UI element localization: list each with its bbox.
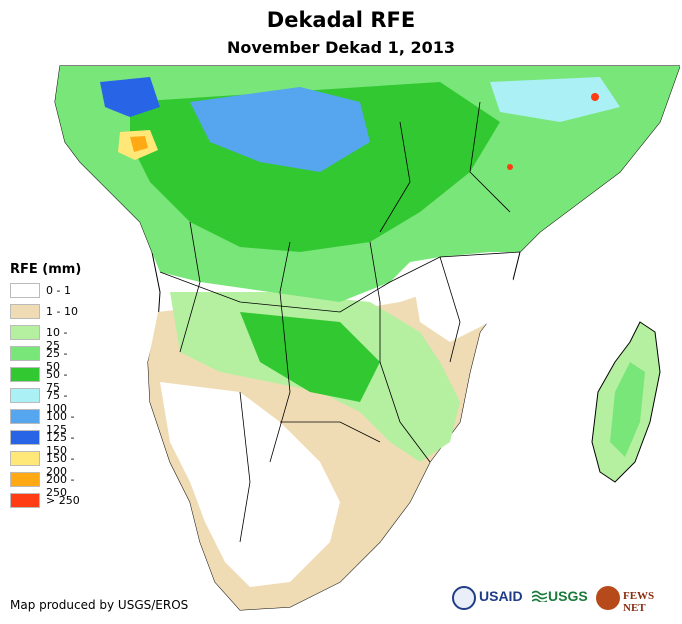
credit-text: Map produced by USGS/EROS <box>10 598 189 612</box>
usaid-seal-icon <box>452 586 476 610</box>
legend-label: 1 - 10 <box>46 305 78 318</box>
zone-125-150 <box>100 77 160 117</box>
country-borders <box>159 101 521 543</box>
legend-swatch <box>10 388 40 403</box>
legend-swatch <box>10 409 40 424</box>
legend-label: 200 - 250 <box>46 473 75 499</box>
legend-item: 1 - 10 <box>10 304 81 325</box>
map-title: Dekadal RFE <box>266 8 416 32</box>
legend-swatch <box>10 367 40 382</box>
fews-net-wordmark: FEWS NET <box>623 590 655 614</box>
legend-item: 100 - 125 <box>10 409 81 436</box>
fews-net-globe-icon <box>596 586 620 610</box>
legend-items: 0 - 1 1 - 10 10 - 25 25 - 50 50 - 75 75 - 100… <box>10 283 81 514</box>
zone-gt-250 <box>591 93 599 101</box>
legend-label: 125 - 150 <box>46 431 75 457</box>
legend-swatch <box>10 430 40 445</box>
legend-item: 0 - 1 <box>10 283 81 304</box>
fews-net-logo: FEWS NET <box>596 582 674 616</box>
legend-swatch <box>10 472 40 487</box>
zone-gt-250-b <box>507 164 513 170</box>
legend-label: 100 - 125 <box>46 410 75 436</box>
legend-label: 50 - 75 <box>46 368 68 394</box>
legend-item: 50 - 75 <box>10 367 81 394</box>
map-subtitle: November Dekad 1, 2013 <box>226 38 455 57</box>
usgs-wordmark: USGS <box>548 588 588 604</box>
legend-swatch <box>10 325 40 340</box>
zone-200-250 <box>130 136 148 152</box>
legend-label: > 250 <box>46 494 80 507</box>
zone-75-100 <box>490 77 620 122</box>
rainfall-map <box>54 65 680 611</box>
legend-swatch <box>10 304 40 319</box>
madagascar-core <box>610 362 645 457</box>
legend-swatch <box>10 451 40 466</box>
legend-item: 25 - 50 <box>10 346 81 373</box>
zone-100-125 <box>190 87 370 172</box>
zone-50-75-south <box>240 312 380 402</box>
legend-title: RFE (mm) <box>10 262 82 277</box>
zone-0-1-east <box>410 257 520 342</box>
zone-0-1 <box>160 382 340 587</box>
legend: RFE (mm) 0 - 1 1 - 10 10 - 25 25 - 50 50 - 7… <box>10 262 81 514</box>
legend-swatch <box>10 283 40 298</box>
usgs-wave-icon <box>532 590 547 602</box>
usaid-wordmark: USAID <box>479 588 523 604</box>
legend-item: 10 - 25 <box>10 325 81 352</box>
legend-label: 0 - 1 <box>46 284 71 297</box>
legend-item: > 250 <box>10 493 81 514</box>
legend-label: 75 - 100 <box>46 389 68 415</box>
legend-label: 10 - 25 <box>46 326 68 352</box>
usgs-logo: USGS <box>532 582 592 616</box>
legend-item: 200 - 250 <box>10 472 81 499</box>
legend-item: 125 - 150 <box>10 430 81 457</box>
legend-item: 75 - 100 <box>10 388 81 415</box>
logo-strip: USAID USGS FEWS NET <box>452 582 674 616</box>
legend-item: 150 - 200 <box>10 451 81 478</box>
usaid-logo: USAID <box>452 582 528 616</box>
legend-label: 150 - 200 <box>46 452 75 478</box>
legend-swatch <box>10 346 40 361</box>
legend-swatch <box>10 493 40 508</box>
legend-label: 25 - 50 <box>46 347 68 373</box>
